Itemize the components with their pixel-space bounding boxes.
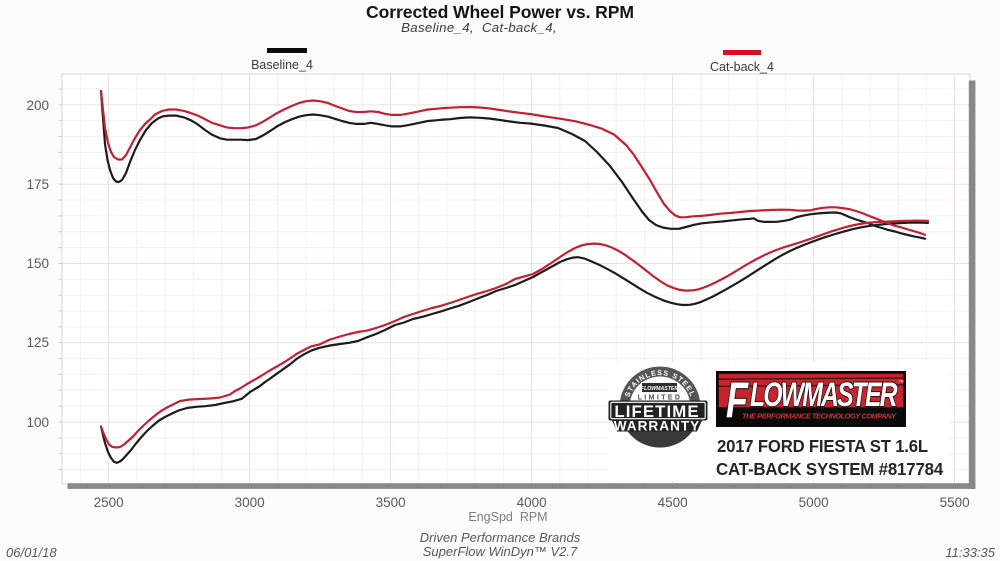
svg-text:F: F xyxy=(726,373,749,428)
svg-text:FLOWMASTER: FLOWMASTER xyxy=(641,386,678,392)
svg-text:WARRANTY: WARRANTY xyxy=(614,419,701,434)
svg-text:LIMITED: LIMITED xyxy=(638,394,683,401)
svg-text:THE PERFORMANCE TECHNOLOGY COM: THE PERFORMANCE TECHNOLOGY COMPANY xyxy=(742,411,897,420)
svg-text:LIFETIME: LIFETIME xyxy=(614,402,699,421)
svg-text:™: ™ xyxy=(899,380,905,386)
svg-text:LOWMASTER: LOWMASTER xyxy=(750,376,898,414)
